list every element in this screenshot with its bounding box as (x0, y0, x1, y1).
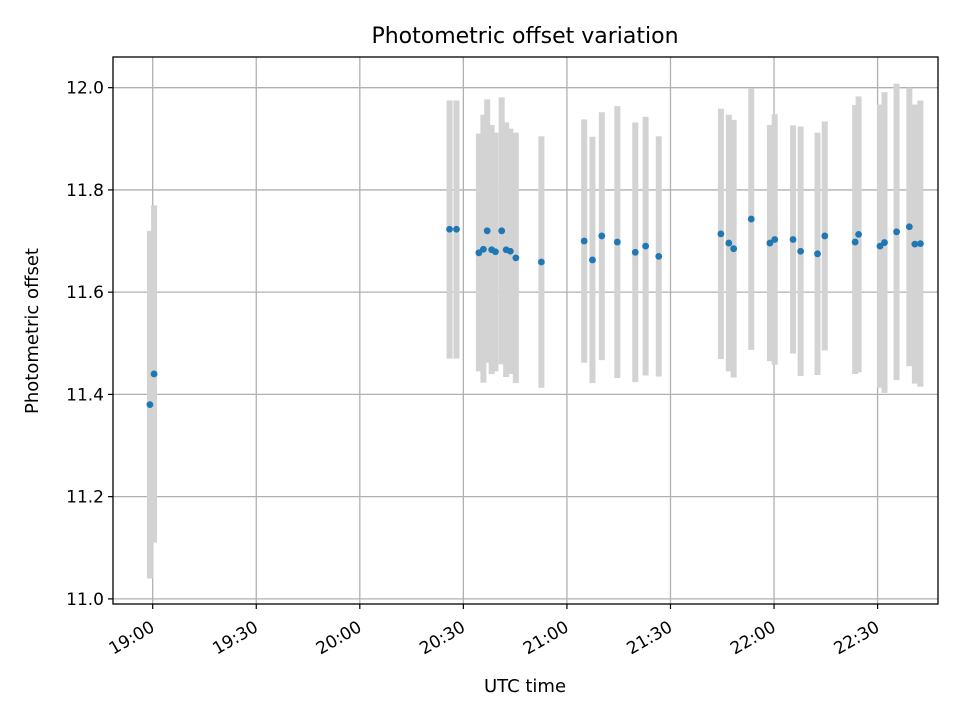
data-point (483, 227, 491, 235)
data-point (771, 236, 779, 243)
data-point (821, 232, 829, 240)
data-point (150, 370, 158, 378)
data-point (580, 237, 588, 245)
y-axis-ticks: 11.0 11.2 11.4 11.6 11.8 12.0 (66, 79, 113, 610)
y-tick-label: 11.0 (66, 590, 104, 610)
data-point (537, 258, 545, 266)
data-point (766, 239, 774, 247)
data-point (446, 225, 453, 233)
data-point (797, 247, 805, 255)
data-point (730, 245, 738, 253)
data-point (717, 230, 725, 238)
data-point (598, 232, 606, 240)
data-point (589, 256, 596, 264)
point-layer (146, 215, 924, 409)
y-axis-label: Photometric offset (22, 248, 43, 414)
data-point (855, 230, 863, 238)
data-point (911, 240, 919, 248)
data-point (512, 254, 520, 262)
y-tick-label: 12.0 (66, 79, 104, 99)
plot-frame (112, 56, 939, 605)
data-point (916, 240, 924, 247)
data-point (642, 242, 650, 250)
data-point (725, 239, 733, 247)
data-point (492, 248, 499, 256)
y-tick-label: 11.8 (66, 181, 104, 201)
data-point (613, 238, 621, 246)
data-point (814, 250, 821, 258)
y-tick-label: 11.4 (66, 385, 104, 405)
data-point (479, 245, 487, 253)
x-axis-label: UTC time (484, 676, 566, 697)
data-point (747, 215, 755, 223)
data-point (789, 236, 797, 243)
data-point (631, 248, 639, 256)
data-point (881, 239, 888, 246)
data-point (851, 238, 859, 246)
data-point (146, 401, 154, 409)
data-point (498, 227, 506, 235)
data-point (893, 228, 900, 236)
data-point (506, 247, 514, 255)
data-point (655, 252, 663, 260)
y-tick-label: 11.6 (66, 283, 104, 303)
chart-title: Photometric offset variation (371, 24, 678, 49)
data-point (453, 225, 460, 233)
y-tick-label: 11.2 (66, 488, 104, 508)
data-point (905, 223, 913, 231)
